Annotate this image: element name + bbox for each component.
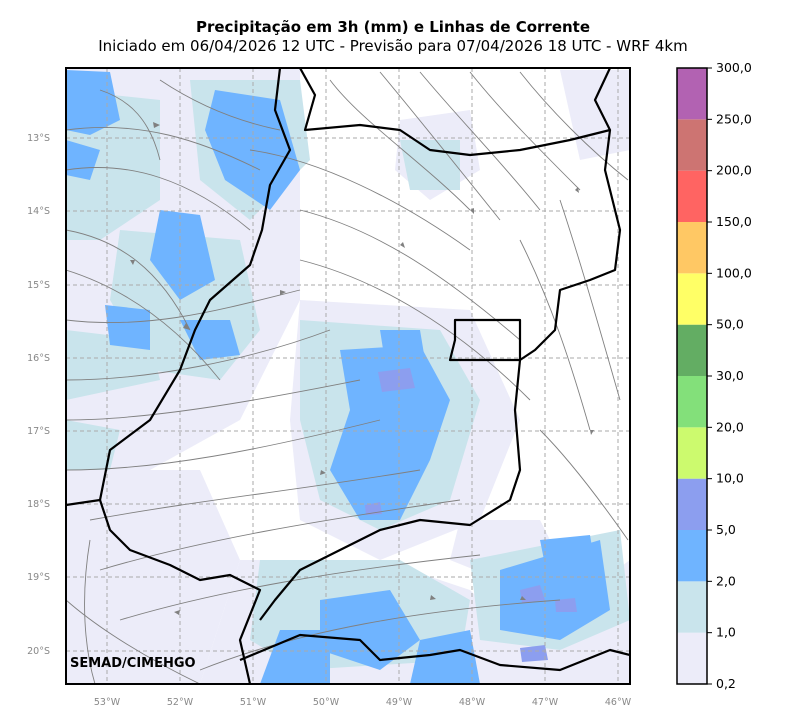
streamline-arrows [130,122,594,615]
colorbar-tick-label: 1,0 [716,625,736,640]
latitude-labels: 13°S 14°S 15°S 16°S 17°S 18°S 19°S 20°S [27,133,50,657]
lon-label-49: 49°W [386,697,413,708]
lat-label-15: 15°S [27,280,50,291]
colorbar-band [677,170,707,222]
map-title: Precipitação em 3h (mm) e Linhas de Corr… [195,18,591,36]
colorbar-band [677,324,707,376]
colorbar-band [677,530,707,582]
lon-label-50: 50°W [313,697,340,708]
graticule [66,68,630,684]
lat-label-16: 16°S [27,353,50,364]
colorbar-band [677,478,707,530]
colorbar-tick-label: 5,0 [716,522,736,537]
colorbar-band [677,222,707,274]
colorbar-band [677,273,707,325]
lat-label-20: 20°S [27,646,50,657]
colorbar-tick-label: 20,0 [716,419,744,434]
colorbar: 0,2 1,0 2,0 5,0 10,0 20,0 30,0 50,0 100,0 150,0 20… [676,60,752,691]
colorbar-tick-label: 0,2 [716,676,736,691]
colorbar-tick-label: 30,0 [716,368,744,383]
lat-label-13: 13°S [27,133,50,144]
lat-label-17: 17°S [27,426,50,437]
streamlines [66,71,629,684]
lon-label-52: 52°W [167,697,194,708]
precip-layer-blue [66,70,610,684]
lon-label-47: 47°W [532,697,559,708]
colorbar-tick-label: 10,0 [716,471,744,486]
colorbar-band [677,376,707,428]
credit-label: SEMAD/CIMEHGO [70,656,196,671]
colorbar-band [677,632,707,684]
lon-label-46: 46°W [605,697,632,708]
lat-label-19: 19°S [27,572,50,583]
lat-label-14: 14°S [27,206,50,217]
colorbar-band [677,581,707,633]
colorbar-tick-label: 300,0 [716,60,752,75]
colorbar-tick-label: 150,0 [716,214,752,229]
colorbar-tick-label: 100,0 [716,265,752,280]
colorbar-tick-label: 2,0 [716,573,736,588]
state-borders [66,68,630,684]
lon-label-51: 51°W [240,697,267,708]
map-frame [65,67,631,685]
longitude-labels: 53°W 52°W 51°W 50°W 49°W 48°W 47°W 46°W [94,697,632,708]
colorbar-tick-label: 200,0 [716,163,752,178]
lon-label-53: 53°W [94,697,121,708]
colorbar-ticks: 0,2 1,0 2,0 5,0 10,0 20,0 30,0 50,0 100,0 150,0 20… [707,60,752,691]
colorbar-band [677,427,707,479]
lon-label-48: 48°W [459,697,486,708]
colorbar-band [677,68,707,120]
lat-label-18: 18°S [27,499,50,510]
precip-layer-violet [365,368,577,662]
colorbar-band [677,119,707,171]
colorbar-bands [677,68,707,684]
colorbar-tick-label: 50,0 [716,317,744,332]
map-subtitle: Iniciado em 06/04/2026 12 UTC - Previsão… [98,37,688,55]
colorbar-tick-label: 250,0 [716,111,752,126]
